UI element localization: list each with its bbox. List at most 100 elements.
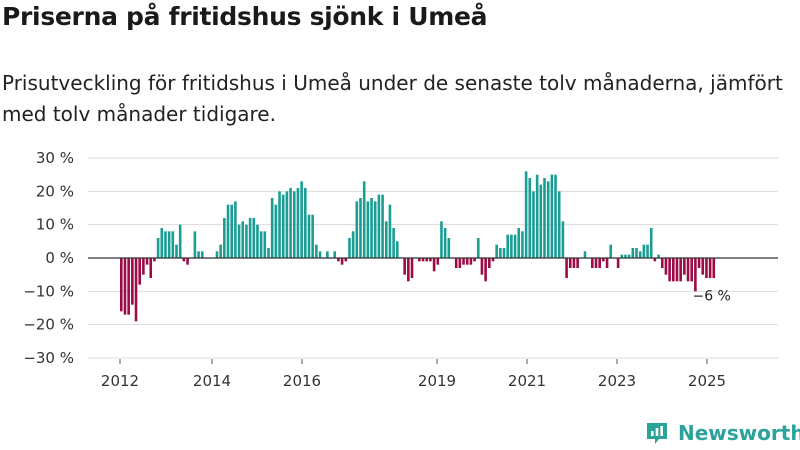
bar	[315, 244, 318, 258]
bar	[672, 258, 675, 282]
bar	[510, 234, 513, 258]
bar	[568, 258, 572, 268]
bar	[296, 188, 300, 258]
bar	[311, 214, 314, 258]
bar	[513, 234, 517, 258]
bar	[223, 218, 226, 258]
y-tick-label: −20 %	[23, 316, 74, 334]
newsworthy-logo-icon	[647, 423, 667, 444]
bar	[348, 238, 351, 258]
bar	[528, 178, 532, 258]
bar	[318, 251, 322, 258]
bar	[484, 258, 487, 282]
bar	[660, 258, 664, 268]
bar	[289, 188, 292, 258]
bar	[454, 258, 458, 268]
bar	[539, 184, 543, 258]
bar	[532, 191, 535, 258]
bar	[705, 258, 708, 278]
bar	[712, 258, 716, 278]
bar	[403, 258, 406, 275]
bar	[432, 258, 436, 272]
bar	[245, 224, 248, 258]
bar	[631, 248, 635, 258]
bar	[351, 231, 355, 258]
bar	[598, 258, 601, 268]
x-tick-label: 2016	[283, 372, 321, 390]
bar	[237, 224, 241, 258]
brand-logo: Newsworthy	[644, 420, 800, 446]
brand-name: Newsworthy	[678, 421, 800, 445]
bar	[285, 191, 289, 258]
bar	[642, 244, 646, 258]
bar	[164, 231, 167, 258]
bar	[270, 198, 274, 258]
bar	[517, 228, 521, 258]
bar	[355, 201, 359, 258]
bar	[278, 191, 281, 258]
bar	[333, 251, 337, 258]
x-tick-label: 2012	[101, 372, 139, 390]
bar	[583, 251, 587, 258]
bar	[197, 251, 200, 258]
bar	[230, 204, 233, 258]
bar	[602, 258, 605, 262]
bar	[381, 194, 384, 258]
bar	[219, 244, 222, 258]
bar	[134, 258, 138, 322]
y-tick-label: 0 %	[45, 249, 74, 267]
bar	[392, 228, 395, 258]
bar	[226, 204, 230, 258]
bar	[465, 258, 469, 265]
bar	[131, 258, 134, 305]
bar	[462, 258, 465, 265]
bar	[440, 221, 443, 258]
bar	[679, 258, 682, 282]
bar	[145, 258, 149, 265]
y-tick-label: −30 %	[23, 349, 74, 367]
bar	[153, 258, 156, 262]
bar	[469, 258, 473, 265]
bar	[263, 231, 267, 258]
bar	[396, 241, 399, 258]
bar	[193, 231, 197, 258]
bar	[370, 198, 373, 258]
bar	[473, 258, 476, 262]
bar	[421, 258, 425, 262]
bar	[241, 221, 245, 258]
bar	[377, 194, 381, 258]
bar	[156, 238, 160, 258]
bar	[425, 258, 429, 262]
bar	[697, 258, 701, 268]
bar	[624, 254, 627, 258]
y-tick-label: 30 %	[36, 149, 74, 167]
bar	[248, 218, 252, 258]
bar	[605, 258, 609, 268]
chart-subtitle: Prisutveckling för fritidshus i Umeå und…	[2, 71, 783, 126]
bar	[627, 254, 631, 258]
bar	[686, 258, 690, 282]
bar	[546, 181, 550, 258]
bar	[675, 258, 679, 282]
y-tick-label: −10 %	[23, 282, 74, 300]
bar	[252, 218, 256, 258]
bar	[307, 214, 311, 258]
bar	[535, 174, 539, 258]
y-tick-label: 20 %	[36, 182, 74, 200]
bar	[340, 258, 344, 265]
bar	[443, 228, 447, 258]
bar	[200, 251, 204, 258]
bar	[384, 221, 388, 258]
y-tick-label: 10 %	[36, 216, 74, 234]
bar	[646, 244, 649, 258]
bar	[620, 254, 624, 258]
bar	[506, 234, 509, 258]
bar	[594, 258, 598, 268]
bar	[609, 244, 613, 258]
bar	[281, 194, 285, 258]
bar	[429, 258, 432, 262]
bar	[337, 258, 340, 262]
bar	[304, 188, 307, 258]
bar	[683, 258, 686, 275]
bar	[499, 248, 502, 258]
